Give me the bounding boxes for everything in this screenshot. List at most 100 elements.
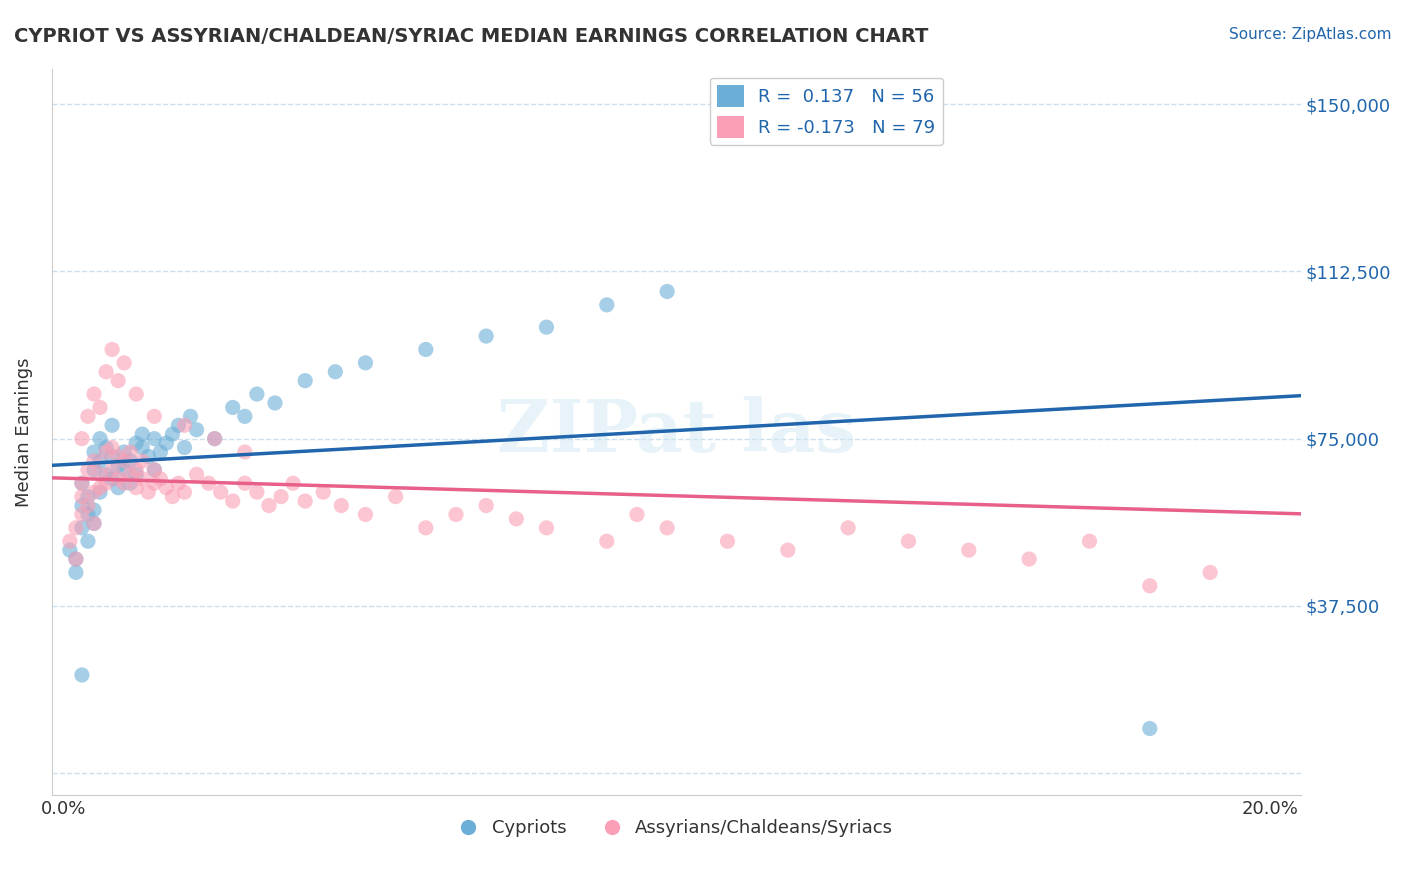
Assyrians/Chaldeans/Syriacs xyxy=(415,521,437,535)
Cypriots xyxy=(70,521,93,535)
Cypriots xyxy=(77,508,100,522)
Assyrians/Chaldeans/Syriacs xyxy=(131,454,153,468)
Assyrians/Chaldeans/Syriacs xyxy=(89,481,111,495)
Assyrians/Chaldeans/Syriacs xyxy=(655,521,678,535)
Assyrians/Chaldeans/Syriacs xyxy=(776,543,799,558)
Assyrians/Chaldeans/Syriacs xyxy=(89,467,111,482)
Assyrians/Chaldeans/Syriacs xyxy=(209,485,232,500)
Cypriots xyxy=(120,476,142,491)
Assyrians/Chaldeans/Syriacs xyxy=(444,508,467,522)
Assyrians/Chaldeans/Syriacs xyxy=(125,481,148,495)
Assyrians/Chaldeans/Syriacs xyxy=(143,476,166,491)
Assyrians/Chaldeans/Syriacs xyxy=(70,476,93,491)
Cypriots xyxy=(89,454,111,468)
Cypriots xyxy=(101,472,124,486)
Assyrians/Chaldeans/Syriacs xyxy=(77,409,100,424)
Cypriots xyxy=(162,427,184,442)
Assyrians/Chaldeans/Syriacs xyxy=(233,476,256,491)
Assyrians/Chaldeans/Syriacs xyxy=(957,543,980,558)
Assyrians/Chaldeans/Syriacs xyxy=(204,432,226,446)
Cypriots xyxy=(264,396,287,410)
Cypriots xyxy=(323,365,346,379)
Cypriots xyxy=(167,418,190,433)
Assyrians/Chaldeans/Syriacs xyxy=(837,521,859,535)
Assyrians/Chaldeans/Syriacs xyxy=(1139,579,1161,593)
Assyrians/Chaldeans/Syriacs xyxy=(101,463,124,477)
Assyrians/Chaldeans/Syriacs xyxy=(143,409,166,424)
Assyrians/Chaldeans/Syriacs xyxy=(294,494,316,508)
Cypriots xyxy=(65,552,87,566)
Assyrians/Chaldeans/Syriacs xyxy=(149,472,172,486)
Assyrians/Chaldeans/Syriacs xyxy=(246,485,269,500)
Cypriots xyxy=(204,432,226,446)
Cypriots xyxy=(143,463,166,477)
Assyrians/Chaldeans/Syriacs xyxy=(162,490,184,504)
Assyrians/Chaldeans/Syriacs xyxy=(143,463,166,477)
Assyrians/Chaldeans/Syriacs xyxy=(112,356,135,370)
Cypriots xyxy=(83,503,105,517)
Cypriots xyxy=(475,329,498,343)
Cypriots xyxy=(83,445,105,459)
Assyrians/Chaldeans/Syriacs xyxy=(107,472,129,486)
Assyrians/Chaldeans/Syriacs xyxy=(101,343,124,357)
Assyrians/Chaldeans/Syriacs xyxy=(101,441,124,455)
Cypriots xyxy=(180,409,202,424)
Assyrians/Chaldeans/Syriacs xyxy=(312,485,335,500)
Assyrians/Chaldeans/Syriacs xyxy=(125,387,148,401)
Assyrians/Chaldeans/Syriacs xyxy=(112,454,135,468)
Assyrians/Chaldeans/Syriacs xyxy=(65,552,87,566)
Assyrians/Chaldeans/Syriacs xyxy=(897,534,920,549)
Assyrians/Chaldeans/Syriacs xyxy=(83,454,105,468)
Assyrians/Chaldeans/Syriacs xyxy=(125,463,148,477)
Assyrians/Chaldeans/Syriacs xyxy=(65,521,87,535)
Cypriots xyxy=(222,401,245,415)
Assyrians/Chaldeans/Syriacs xyxy=(94,445,117,459)
Y-axis label: Median Earnings: Median Earnings xyxy=(15,357,32,507)
Assyrians/Chaldeans/Syriacs xyxy=(197,476,219,491)
Assyrians/Chaldeans/Syriacs xyxy=(70,490,93,504)
Assyrians/Chaldeans/Syriacs xyxy=(173,485,195,500)
Assyrians/Chaldeans/Syriacs xyxy=(384,490,406,504)
Cypriots xyxy=(101,450,124,464)
Text: CYPRIOT VS ASSYRIAN/CHALDEAN/SYRIAC MEDIAN EARNINGS CORRELATION CHART: CYPRIOT VS ASSYRIAN/CHALDEAN/SYRIAC MEDI… xyxy=(14,27,928,45)
Cypriots xyxy=(89,432,111,446)
Assyrians/Chaldeans/Syriacs xyxy=(89,401,111,415)
Cypriots xyxy=(112,445,135,459)
Cypriots xyxy=(131,441,153,455)
Assyrians/Chaldeans/Syriacs xyxy=(233,445,256,459)
Assyrians/Chaldeans/Syriacs xyxy=(716,534,738,549)
Assyrians/Chaldeans/Syriacs xyxy=(222,494,245,508)
Assyrians/Chaldeans/Syriacs xyxy=(70,508,93,522)
Assyrians/Chaldeans/Syriacs xyxy=(167,476,190,491)
Assyrians/Chaldeans/Syriacs xyxy=(536,521,558,535)
Cypriots xyxy=(354,356,377,370)
Assyrians/Chaldeans/Syriacs xyxy=(107,450,129,464)
Text: Source: ZipAtlas.com: Source: ZipAtlas.com xyxy=(1229,27,1392,42)
Cypriots xyxy=(233,409,256,424)
Cypriots xyxy=(59,543,82,558)
Cypriots xyxy=(246,387,269,401)
Assyrians/Chaldeans/Syriacs xyxy=(70,432,93,446)
Assyrians/Chaldeans/Syriacs xyxy=(112,476,135,491)
Cypriots xyxy=(83,516,105,531)
Cypriots xyxy=(70,476,93,491)
Cypriots xyxy=(101,418,124,433)
Cypriots xyxy=(149,445,172,459)
Assyrians/Chaldeans/Syriacs xyxy=(120,467,142,482)
Assyrians/Chaldeans/Syriacs xyxy=(136,485,159,500)
Cypriots xyxy=(77,490,100,504)
Cypriots xyxy=(107,458,129,473)
Cypriots xyxy=(112,463,135,477)
Cypriots xyxy=(415,343,437,357)
Text: ZIPat las: ZIPat las xyxy=(496,396,856,467)
Cypriots xyxy=(136,450,159,464)
Cypriots xyxy=(143,432,166,446)
Assyrians/Chaldeans/Syriacs xyxy=(257,499,280,513)
Assyrians/Chaldeans/Syriacs xyxy=(330,499,353,513)
Cypriots xyxy=(107,481,129,495)
Assyrians/Chaldeans/Syriacs xyxy=(1078,534,1101,549)
Cypriots xyxy=(596,298,619,312)
Cypriots xyxy=(77,534,100,549)
Assyrians/Chaldeans/Syriacs xyxy=(270,490,292,504)
Assyrians/Chaldeans/Syriacs xyxy=(186,467,208,482)
